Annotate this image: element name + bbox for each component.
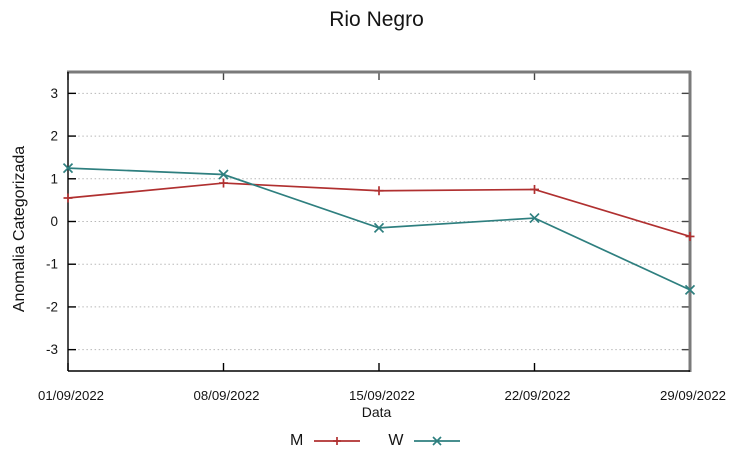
legend-label-W: W xyxy=(388,432,404,449)
x-tick-label: 08/09/2022 xyxy=(193,388,259,403)
x-tick-label: 22/09/2022 xyxy=(504,388,570,403)
marker-cross xyxy=(684,284,696,295)
x-tick-label: 29/09/2022 xyxy=(660,388,726,403)
marker-cross xyxy=(529,212,540,224)
marker-cross xyxy=(218,169,229,180)
chart-title: Rio Negro xyxy=(329,8,424,31)
y-tick-label: -2 xyxy=(46,299,58,314)
y-tick-label: 0 xyxy=(50,214,58,229)
x-axis-label: Data xyxy=(361,404,392,420)
x-tick-label: 01/09/2022 xyxy=(38,388,104,403)
x-tick-label: 15/09/2022 xyxy=(349,388,415,403)
legend-sample-W xyxy=(414,436,461,446)
legend-sample-M xyxy=(314,437,361,445)
marker-cross xyxy=(373,222,385,234)
y-tick-label: 3 xyxy=(50,86,58,101)
y-tick-label: 1 xyxy=(50,171,58,186)
marker-cross xyxy=(62,163,74,174)
y-tick-label: -1 xyxy=(46,257,58,272)
legend-label-M: M xyxy=(290,432,304,449)
y-tick-label: -3 xyxy=(46,342,58,357)
y-tick-label: 2 xyxy=(50,129,58,144)
